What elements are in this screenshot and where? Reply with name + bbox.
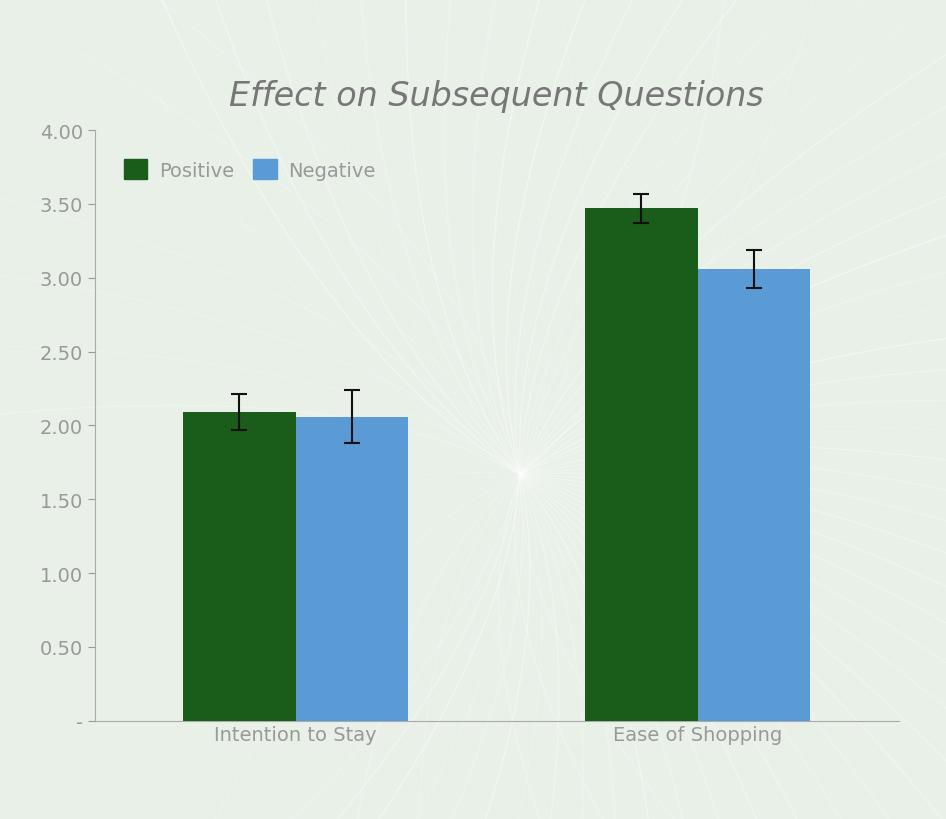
Bar	[295, 417, 408, 721]
Title: Effect on Subsequent Questions: Effect on Subsequent Questions	[229, 80, 764, 113]
Legend: Positive, Negative: Positive, Negative	[104, 141, 395, 200]
Bar	[697, 269, 810, 721]
Bar	[183, 413, 295, 721]
Bar	[585, 209, 697, 721]
